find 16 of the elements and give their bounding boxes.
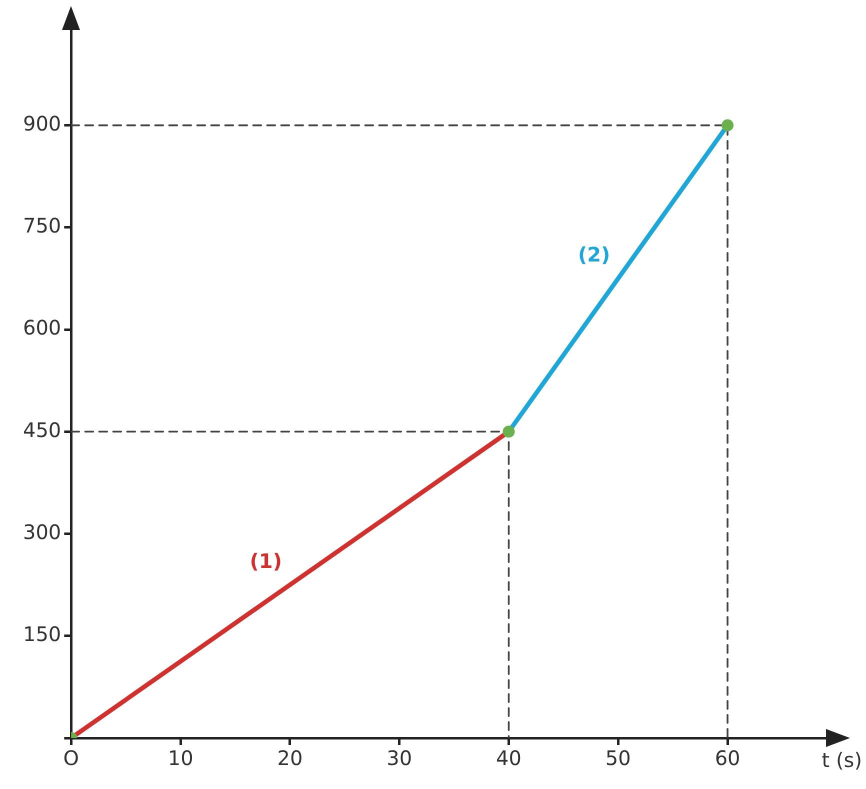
y-tick-label: 900: [22, 112, 62, 136]
x-tick-label: 60: [714, 746, 740, 770]
y-tick-label: 300: [22, 520, 62, 544]
x-tick-label: 40: [496, 746, 522, 770]
x-axis-title: t (s): [822, 748, 862, 772]
series-label: (2): [578, 242, 610, 267]
x-tick-label: 20: [277, 746, 303, 770]
x-tick-label: 30: [386, 746, 412, 770]
y-tick-label: 150: [22, 622, 62, 646]
series-label: (1): [250, 549, 282, 574]
x-tick-label: 10: [168, 746, 194, 770]
x-tick-label: 50: [605, 746, 631, 770]
y-tick-label: 750: [22, 214, 62, 238]
y-tick-label: 600: [22, 316, 62, 340]
x-tick-label: O: [63, 746, 80, 770]
y-tick-label: 450: [22, 418, 62, 442]
